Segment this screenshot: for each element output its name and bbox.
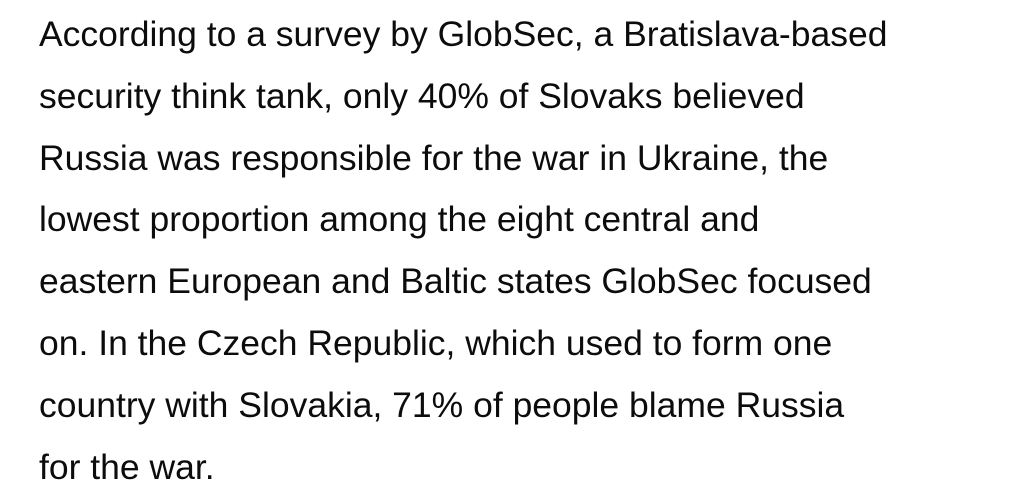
paragraph-line: for the war. <box>39 446 215 487</box>
paragraph-line: security think tank, only 40% of Slovaks… <box>39 75 805 116</box>
paragraph-line: on. In the Czech Republic, which used to… <box>39 322 833 363</box>
paragraph-line: eastern European and Baltic states GlobS… <box>39 261 872 302</box>
paragraph-line: According to a survey by GlobSec, a Brat… <box>39 14 888 54</box>
article-paragraph: According to a survey by GlobSec, a Brat… <box>39 4 887 498</box>
paragraph-line: country with Slovakia, 71% of people bla… <box>39 384 845 425</box>
paragraph-line: Russia was responsible for the war in Uk… <box>39 137 829 178</box>
paragraph-line: lowest proportion among the eight centra… <box>39 199 760 240</box>
